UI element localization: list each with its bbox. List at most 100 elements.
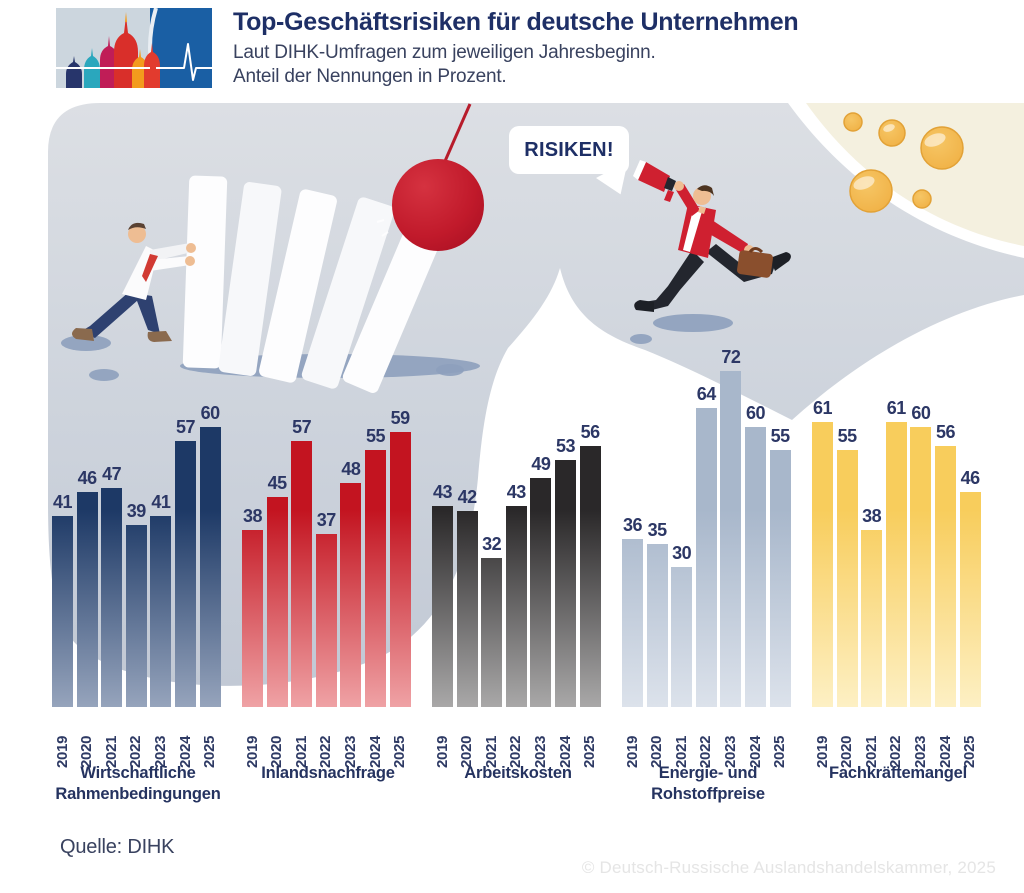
bar-value-label: 39 [126,501,147,521]
bar [720,371,742,707]
bar-value-label: 60 [745,403,766,423]
bar-value-label: 45 [267,473,288,493]
year-axis-label: 2019 [53,735,71,768]
year-axis-label: 2024 [366,735,384,768]
year-axis-label: 2023 [151,735,169,768]
header: Top-Geschäftsrisiken für deutsche Untern… [0,0,1024,100]
bar-value-label: 47 [102,464,122,484]
bar-value-label: 55 [365,426,386,446]
pushing-man [72,222,196,342]
year-axis-label: 2020 [458,735,476,768]
year-axis-label: 2024 [556,735,574,768]
bar-value-label: 57 [292,417,312,437]
bar [646,544,668,707]
year-axis-label: 2023 [531,735,549,768]
bar [242,530,263,707]
bar-value-label: 41 [151,492,171,512]
year-axis-label: 2024 [936,735,954,768]
bar [291,441,313,707]
bar-value-label: 60 [200,403,221,423]
bar-value-label: 41 [52,492,73,512]
bar [175,441,196,707]
bar [76,492,98,707]
bar-value-label: 49 [531,454,551,474]
bar [530,478,552,707]
bar [671,567,693,707]
bar-value-label: 55 [837,426,858,446]
bar-value-label: 30 [672,543,692,563]
year-axis-label: 2021 [102,735,120,768]
bar-value-label: 35 [647,520,668,540]
bar [125,525,147,707]
year-axis-label: 2019 [433,735,451,768]
bar-value-label: 61 [812,398,833,418]
bar [505,506,527,707]
bar [389,432,411,707]
bar-group: 41 46 47 39 41 57 60 [52,367,224,707]
bar-value-label: 42 [457,487,478,507]
bar [481,558,503,707]
copyright-note: © Deutsch-Russische Auslandshandelskamme… [581,858,996,877]
bar [555,460,576,707]
year-axis-label: 2025 [391,735,409,768]
bar-value-label: 37 [316,510,337,530]
bar [695,408,717,707]
bar [745,427,766,707]
year-axis-label: 2021 [672,735,690,768]
year-axis-label: 2020 [78,735,96,768]
year-axis-label: 2022 [317,735,335,768]
bar-value-label: 38 [242,506,263,526]
cream-corner [806,103,1024,246]
year-axis-label: 2021 [862,735,880,768]
bar [622,539,643,707]
bar [365,450,386,707]
group-label: Energie- und Rohstoffpreise [651,764,765,803]
bar [266,497,288,707]
year-axis-label: 2019 [623,735,641,768]
bar [885,422,907,707]
bar-value-label: 64 [696,384,717,404]
year-axis-label: 2025 [771,735,789,768]
group-label: Arbeitskosten [464,764,572,782]
year-axis-label: 2022 [697,735,715,768]
group-label: Inlandsnachfrage [261,764,395,782]
subtitle-line-1: Laut DIHK-Umfragen zum jeweiligen Jahres… [233,42,656,63]
bar-group: 43 42 32 43 49 53 56 [432,367,604,707]
bar-group: 38 45 57 37 48 55 59 [242,367,414,707]
bar [340,483,362,707]
year-axis-label: 2025 [581,735,599,768]
bar [101,488,123,707]
bar-value-label: 55 [770,426,791,446]
wrecking-ball [376,103,484,251]
ekg-pulse-icon [56,43,212,81]
bar [836,450,858,707]
year-axis-label: 2023 [911,735,929,768]
bar [150,516,172,707]
group-label: Fachkräftemangel [828,764,968,782]
megaphone-icon [633,160,676,202]
bar-value-label: 46 [77,468,98,488]
source-note: Quelle: DIHK [60,836,175,858]
wrecking-ball-rope [440,103,472,169]
bar-value-label: 48 [341,459,361,479]
running-man-shadow [653,314,733,332]
year-axis-label: 2020 [838,735,856,768]
bar [199,427,221,707]
year-axis-label: 2023 [721,735,739,768]
ahk-logo [56,8,212,88]
bar-value-label: 43 [432,482,453,502]
bar-value-label: 61 [886,398,907,418]
year-axis-label: 2021 [482,735,500,768]
bar-value-label: 43 [506,482,527,502]
bar-value-label: 72 [721,347,741,367]
year-axis-label: 2024 [176,735,194,768]
speech-bubble-text: RISIKEN! [524,138,614,161]
domino-scene [61,103,791,393]
bar-value-label: 46 [960,468,981,488]
bar-value-label: 60 [911,403,931,423]
year-axis-label: 2025 [961,735,979,768]
year-axis-label: 2024 [746,735,764,768]
bar-value-label: 32 [482,534,502,554]
